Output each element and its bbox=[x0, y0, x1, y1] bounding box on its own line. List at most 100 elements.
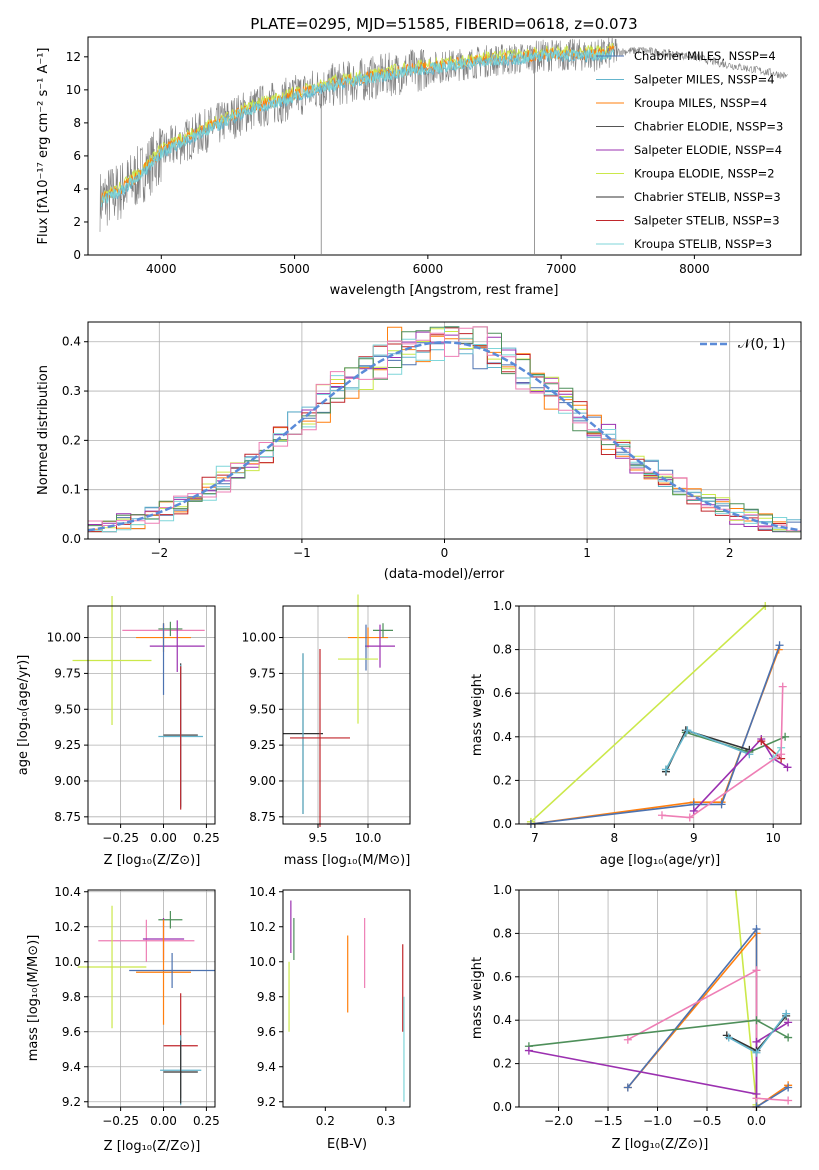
y-tick-label: 9.00 bbox=[249, 774, 276, 788]
y-tick-label: 1.0 bbox=[493, 883, 512, 897]
weight-metallicity-ticks: −2.0 −1.5 −1.0 −0.5 0.0 0.0 0.2 0.4 0.6 0.8 1.0 bbox=[493, 883, 766, 1128]
plus-marker bbox=[752, 966, 761, 975]
y-tick-label: 10.00 bbox=[242, 631, 276, 645]
legend-label: Chabrier STELIB, NSSP=3 bbox=[634, 190, 781, 204]
y-tick-label: 9.8 bbox=[62, 990, 81, 1004]
x-tick-label: 7 bbox=[531, 831, 539, 845]
weight-metallicity-plot-area bbox=[518, 889, 802, 1108]
plus-marker bbox=[752, 1048, 761, 1057]
weight-metallicity-x-axis-label: Z [log₁₀(Z/Z⊙)] bbox=[612, 1137, 709, 1152]
y-tick-label: 9.8 bbox=[257, 990, 276, 1004]
normal-distribution-curve bbox=[87, 340, 802, 532]
y-tick-label: 9.25 bbox=[54, 738, 81, 752]
y-tick-label: 8.75 bbox=[54, 810, 81, 824]
y-tick-label: 9.4 bbox=[62, 1060, 81, 1074]
y-tick-label: 0.2 bbox=[493, 773, 512, 787]
weight-age-x-axis-label: age [log₁₀(age/yr)] bbox=[600, 853, 721, 868]
y-tick-label: 9.75 bbox=[54, 666, 81, 680]
plus-marker bbox=[757, 737, 766, 746]
spectrum-panel: 4000 5000 6000 7000 8000 0 2 4 6 8 10 12 Chabrier M… bbox=[36, 36, 802, 298]
x-tick-label: 7000 bbox=[546, 262, 577, 276]
y-tick-label: 0.4 bbox=[493, 1013, 512, 1027]
mass-weight-vs-age-panel: 7 8 9 10 0.0 0.2 0.4 0.6 0.8 1.0 age [log₁₀(age/y… bbox=[470, 599, 802, 868]
spectrum-y-axis-label: Flux [fλ10⁻¹⁷ erg cm⁻² s⁻¹ A⁻¹] bbox=[36, 48, 51, 245]
age-mass-plot-area bbox=[282, 605, 411, 825]
y-tick-label: 9.50 bbox=[249, 702, 276, 716]
normal-legend-label: 𝒩(0, 1) bbox=[738, 337, 785, 352]
model-spectrum-line bbox=[100, 42, 615, 203]
plus-marker bbox=[784, 1018, 793, 1027]
mass-metallicity-plot-area bbox=[87, 889, 216, 1108]
spectrum-x-axis-label: wavelength [Angstrom, rest frame] bbox=[330, 283, 559, 298]
mass-weight-vs-metallicity-panel: −2.0 −1.5 −1.0 −0.5 0.0 0.0 0.2 0.4 0.6 0.8 1.0 Z … bbox=[470, 883, 802, 1152]
plus-marker bbox=[752, 1037, 761, 1046]
y-tick-label: 10.0 bbox=[54, 955, 81, 969]
y-tick-label: 9.50 bbox=[54, 702, 81, 716]
spectrum-traces bbox=[99, 36, 788, 255]
y-tick-label: 0.0 bbox=[62, 532, 81, 546]
plus-marker bbox=[752, 1016, 761, 1025]
age-metallicity-plot-area bbox=[87, 605, 216, 825]
x-tick-label: −0.5 bbox=[692, 1114, 721, 1128]
plus-marker bbox=[524, 1046, 533, 1055]
y-tick-label: 0 bbox=[73, 248, 81, 262]
age-metallicity-errorbars bbox=[72, 595, 205, 810]
mass-metallicity-grid bbox=[88, 890, 215, 1107]
weight-age-y-axis-label: mass weight bbox=[470, 674, 485, 756]
age-metallicity-x-axis-label: Z [log₁₀(Z/Z⊙)] bbox=[104, 853, 201, 868]
y-tick-label: 9.00 bbox=[54, 774, 81, 788]
y-tick-label: 10.0 bbox=[249, 955, 276, 969]
plus-marker bbox=[661, 765, 670, 774]
x-tick-label: 5000 bbox=[279, 262, 310, 276]
legend-label: Chabrier MILES, NSSP=4 bbox=[634, 49, 776, 63]
spectrum-plot-area bbox=[87, 36, 802, 256]
weight-age-plot-area bbox=[518, 605, 802, 825]
y-tick-label: 9.6 bbox=[257, 1025, 276, 1039]
plus-marker bbox=[778, 682, 787, 691]
plus-marker bbox=[689, 806, 698, 815]
legend-label: Kroupa STELIB, NSSP=3 bbox=[634, 237, 772, 251]
x-tick-label: 2 bbox=[726, 546, 734, 560]
y-tick-label: 0.6 bbox=[493, 970, 512, 984]
model-spectrum-line bbox=[100, 48, 615, 207]
weight-age-ticks: 7 8 9 10 0.0 0.2 0.4 0.6 0.8 1.0 bbox=[493, 599, 781, 845]
x-tick-label: −1 bbox=[293, 546, 311, 560]
residual-histogram-step bbox=[88, 326, 801, 533]
mass-vs-metallicity-panel: −0.25 0.00 0.25 9.2 9.4 9.6 9.8 10.0 10.2 10.4 Z … bbox=[26, 885, 220, 1154]
y-tick-label: 8 bbox=[73, 116, 81, 130]
mass-metallicity-ticks: −0.25 0.00 0.25 9.2 9.4 9.6 9.8 10.0 10.2 10.4 bbox=[54, 885, 219, 1128]
mass-weight-line bbox=[530, 644, 781, 824]
x-tick-label: 0.00 bbox=[150, 1114, 177, 1128]
legend-label: Kroupa ELODIE, NSSP=2 bbox=[634, 167, 775, 181]
plus-marker bbox=[775, 641, 784, 650]
plus-marker bbox=[623, 1035, 632, 1044]
plus-marker bbox=[752, 1089, 761, 1098]
y-tick-label: 0.8 bbox=[493, 643, 512, 657]
x-tick-label: 0 bbox=[441, 546, 449, 560]
x-tick-label: −1.5 bbox=[593, 1114, 622, 1128]
y-tick-label: 10.2 bbox=[54, 920, 81, 934]
model-spectrum-line bbox=[100, 48, 615, 208]
plus-marker bbox=[623, 1083, 632, 1092]
x-tick-label: 9.5 bbox=[308, 831, 327, 845]
plus-marker bbox=[782, 1009, 791, 1018]
x-tick-label: 0.0 bbox=[747, 1114, 766, 1128]
y-tick-label: 0.0 bbox=[493, 1100, 512, 1114]
mass-extinction-x-axis-label: E(B-V) bbox=[327, 1137, 367, 1152]
histogram-x-axis-label: (data-model)/error bbox=[384, 567, 505, 582]
y-tick-label: 0.3 bbox=[62, 384, 81, 398]
y-tick-label: 8.75 bbox=[249, 810, 276, 824]
legend-label: Kroupa MILES, NSSP=4 bbox=[634, 96, 767, 110]
histogram-legend: 𝒩(0, 1) bbox=[700, 337, 785, 352]
mass-metallicity-y-axis-label: mass [log₁₀(M/M⊙)] bbox=[26, 935, 41, 1062]
y-tick-label: 0.4 bbox=[493, 730, 512, 744]
x-tick-label: 0.3 bbox=[376, 1114, 395, 1128]
mass-weight-line bbox=[772, 747, 782, 760]
age-mass-errorbars bbox=[283, 594, 395, 827]
weight-age-grid bbox=[519, 605, 801, 825]
y-tick-label: 10.00 bbox=[47, 631, 81, 645]
x-tick-label: 8000 bbox=[679, 262, 710, 276]
y-tick-label: 10 bbox=[66, 83, 81, 97]
x-tick-label: 0.25 bbox=[193, 1114, 220, 1128]
